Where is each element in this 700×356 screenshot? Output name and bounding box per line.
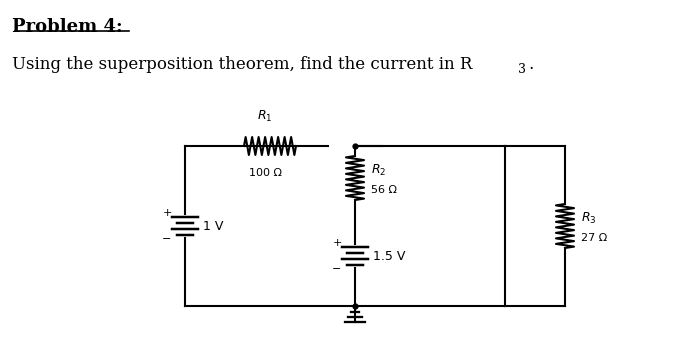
Text: −: − [162,234,172,244]
Text: Problem 4:: Problem 4: [12,18,122,36]
Text: .: . [528,56,533,73]
Text: 27 Ω: 27 Ω [581,233,608,243]
Text: Using the superposition theorem, find the current in R: Using the superposition theorem, find th… [12,56,472,73]
Text: −: − [332,264,342,274]
Text: $R_3$: $R_3$ [581,210,596,226]
Text: +: + [162,208,172,218]
Text: $R_2$: $R_2$ [371,162,386,178]
Text: 3: 3 [518,63,526,76]
Text: $R_1$: $R_1$ [258,109,273,124]
Text: 1.5 V: 1.5 V [373,250,405,262]
Text: +: + [332,238,342,248]
Text: 56 Ω: 56 Ω [371,185,397,195]
Text: 100 Ω: 100 Ω [248,168,281,178]
Text: 1 V: 1 V [203,220,223,232]
